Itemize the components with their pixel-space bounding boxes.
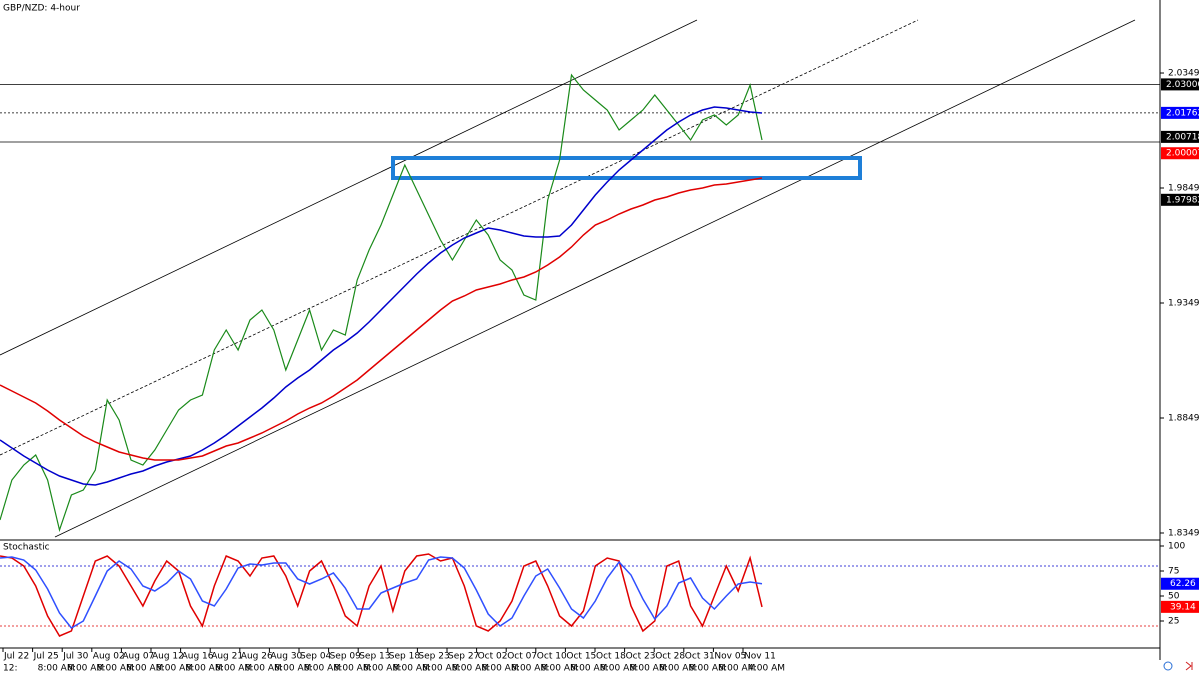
time-label: 8:00 AM <box>600 664 637 674</box>
y-tick-label: 1.98495 <box>1168 184 1200 194</box>
x-tick-label: Nov 11 <box>744 652 776 662</box>
x-tick-label: Sep 23 <box>418 652 449 662</box>
time-label: 8:00 AM <box>245 664 282 674</box>
time-label: 8:00 AM <box>186 664 223 674</box>
x-tick-label: Aug 02 <box>93 652 125 662</box>
time-label: 8:00 AM <box>304 664 341 674</box>
x-tick-label: Oct 18 <box>596 652 626 662</box>
time-label: 8:00 AM <box>570 664 607 674</box>
x-tick-label: Oct 10 <box>537 652 567 662</box>
time-label: 8:00 AM <box>393 664 430 674</box>
x-tick-label: Oct 15 <box>566 652 596 662</box>
time-label: 8:00 AM <box>38 664 75 674</box>
time-label: 8:00 AM <box>422 664 459 674</box>
time-label: 8:00 AM <box>689 664 726 674</box>
y-tick-label: 50 <box>1168 592 1180 602</box>
time-label: 8:00 AM <box>215 664 252 674</box>
icon[interactable] <box>1185 661 1193 671</box>
y-tick-label: 25 <box>1168 617 1179 627</box>
series-line <box>0 106 763 486</box>
x-tick-label: Oct 31 <box>685 652 715 662</box>
channel-upper <box>0 19 698 356</box>
value-box <box>1161 600 1199 613</box>
x-tick-label: Jul 30 <box>62 652 88 662</box>
time-label: 8:00 AM <box>97 664 134 674</box>
series-line <box>0 177 763 461</box>
time-label: 8:00 AM <box>511 664 548 674</box>
highlight-box <box>391 156 862 180</box>
y-tick-label: 2.03495 <box>1168 69 1200 79</box>
chart-title: GBP/NZD: 4-hour <box>3 4 80 14</box>
series-line <box>0 556 763 629</box>
price-box <box>1161 193 1199 206</box>
x-tick-label: Aug 26 <box>241 652 273 662</box>
price-box <box>1161 147 1199 160</box>
time-label: 8:00 AM <box>67 664 104 674</box>
x-tick-label: Sep 04 <box>300 652 332 662</box>
x-tick-label: Aug 30 <box>270 652 302 662</box>
value-label: 39.14 <box>1170 602 1196 612</box>
time-label: 8:00 AM <box>274 664 311 674</box>
value-box <box>1161 577 1199 590</box>
price-label: 2.01762 <box>1166 108 1200 118</box>
time-label: 8:00 AM <box>156 664 193 674</box>
x-tick-label: Oct 28 <box>655 652 685 662</box>
y-tick-label: 1.88495 <box>1168 413 1200 423</box>
price-label: 1.97982 <box>1166 195 1200 205</box>
y-tick-label: 1.83495 <box>1168 528 1200 538</box>
time-label: 8:00 AM <box>659 664 696 674</box>
series-line <box>0 73 763 533</box>
time-label: 12: <box>3 664 17 674</box>
price-box <box>1161 130 1199 143</box>
y-tick-label: 1.93495 <box>1168 299 1200 309</box>
time-label: 8:00 AM <box>718 664 755 674</box>
price-label: 2.00007 <box>1166 149 1200 159</box>
x-tick-label: Sep 18 <box>389 652 421 662</box>
indicator-title: Stochastic <box>3 543 50 553</box>
time-label: 8:00 AM <box>630 664 667 674</box>
y-tick-label: 100 <box>1168 542 1185 552</box>
x-tick-label: Oct 07 <box>507 652 537 662</box>
x-tick-label: Sep 27 <box>448 652 479 662</box>
x-tick-label: Oct 02 <box>478 652 508 662</box>
price-box <box>1161 106 1199 119</box>
y-tick-label: 75 <box>1168 567 1179 577</box>
x-tick-label: Aug 21 <box>211 652 243 662</box>
price-label: 2.03000 <box>1166 80 1200 90</box>
time-label: 8:00 AM <box>363 664 400 674</box>
x-tick-label: Aug 07 <box>122 652 154 662</box>
x-tick-label: Aug 12 <box>152 652 184 662</box>
icon[interactable] <box>1163 661 1173 671</box>
x-tick-label: Sep 13 <box>359 652 390 662</box>
time-label: 8:00 AM <box>482 664 519 674</box>
time-label: 8:00 AM <box>452 664 489 674</box>
toolbar-icons[interactable] <box>1163 661 1193 671</box>
time-label: 8:00 AM <box>541 664 578 674</box>
value-label: 62.26 <box>1170 579 1196 589</box>
channel-middle <box>0 19 919 456</box>
series-line <box>0 553 763 637</box>
x-tick-label: Jul 22 <box>3 652 29 662</box>
x-tick-label: Jul 25 <box>33 652 59 662</box>
x-tick-label: Nov 05 <box>714 652 746 662</box>
price-box <box>1161 78 1199 91</box>
x-tick-label: Oct 23 <box>626 652 656 662</box>
price-label: 2.00718 <box>1166 132 1200 142</box>
x-tick-label: Sep 09 <box>330 652 362 662</box>
x-tick-label: Aug 16 <box>182 652 214 662</box>
time-label: 8:00 AM <box>126 664 163 674</box>
time-label: 8:00 AM <box>334 664 371 674</box>
channel-lower <box>54 19 1136 538</box>
time-label: 4:00 AM <box>748 664 785 674</box>
